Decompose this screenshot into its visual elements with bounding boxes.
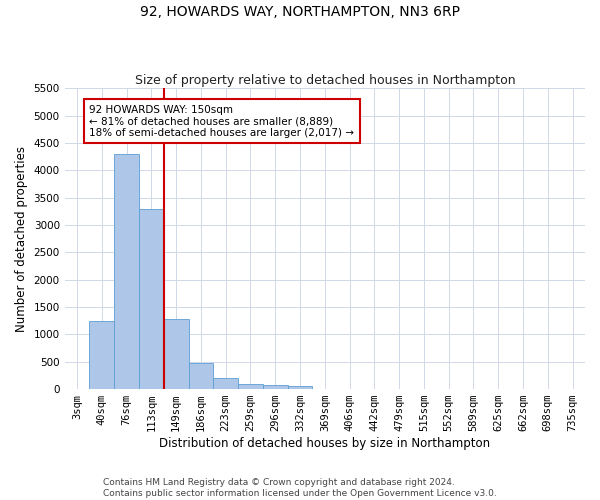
Bar — [263, 386, 287, 389]
Text: Contains HM Land Registry data © Crown copyright and database right 2024.
Contai: Contains HM Land Registry data © Crown c… — [103, 478, 497, 498]
Bar — [139, 208, 164, 389]
Bar — [287, 386, 313, 389]
Text: 92, HOWARDS WAY, NORTHAMPTON, NN3 6RP: 92, HOWARDS WAY, NORTHAMPTON, NN3 6RP — [140, 5, 460, 19]
Bar — [238, 384, 263, 389]
Bar — [164, 319, 188, 389]
Y-axis label: Number of detached properties: Number of detached properties — [15, 146, 28, 332]
Bar — [114, 154, 139, 389]
Bar — [89, 320, 114, 389]
Bar — [188, 363, 214, 389]
Title: Size of property relative to detached houses in Northampton: Size of property relative to detached ho… — [134, 74, 515, 87]
Bar — [214, 378, 238, 389]
Text: 92 HOWARDS WAY: 150sqm
← 81% of detached houses are smaller (8,889)
18% of semi-: 92 HOWARDS WAY: 150sqm ← 81% of detached… — [89, 104, 355, 138]
X-axis label: Distribution of detached houses by size in Northampton: Distribution of detached houses by size … — [159, 437, 490, 450]
